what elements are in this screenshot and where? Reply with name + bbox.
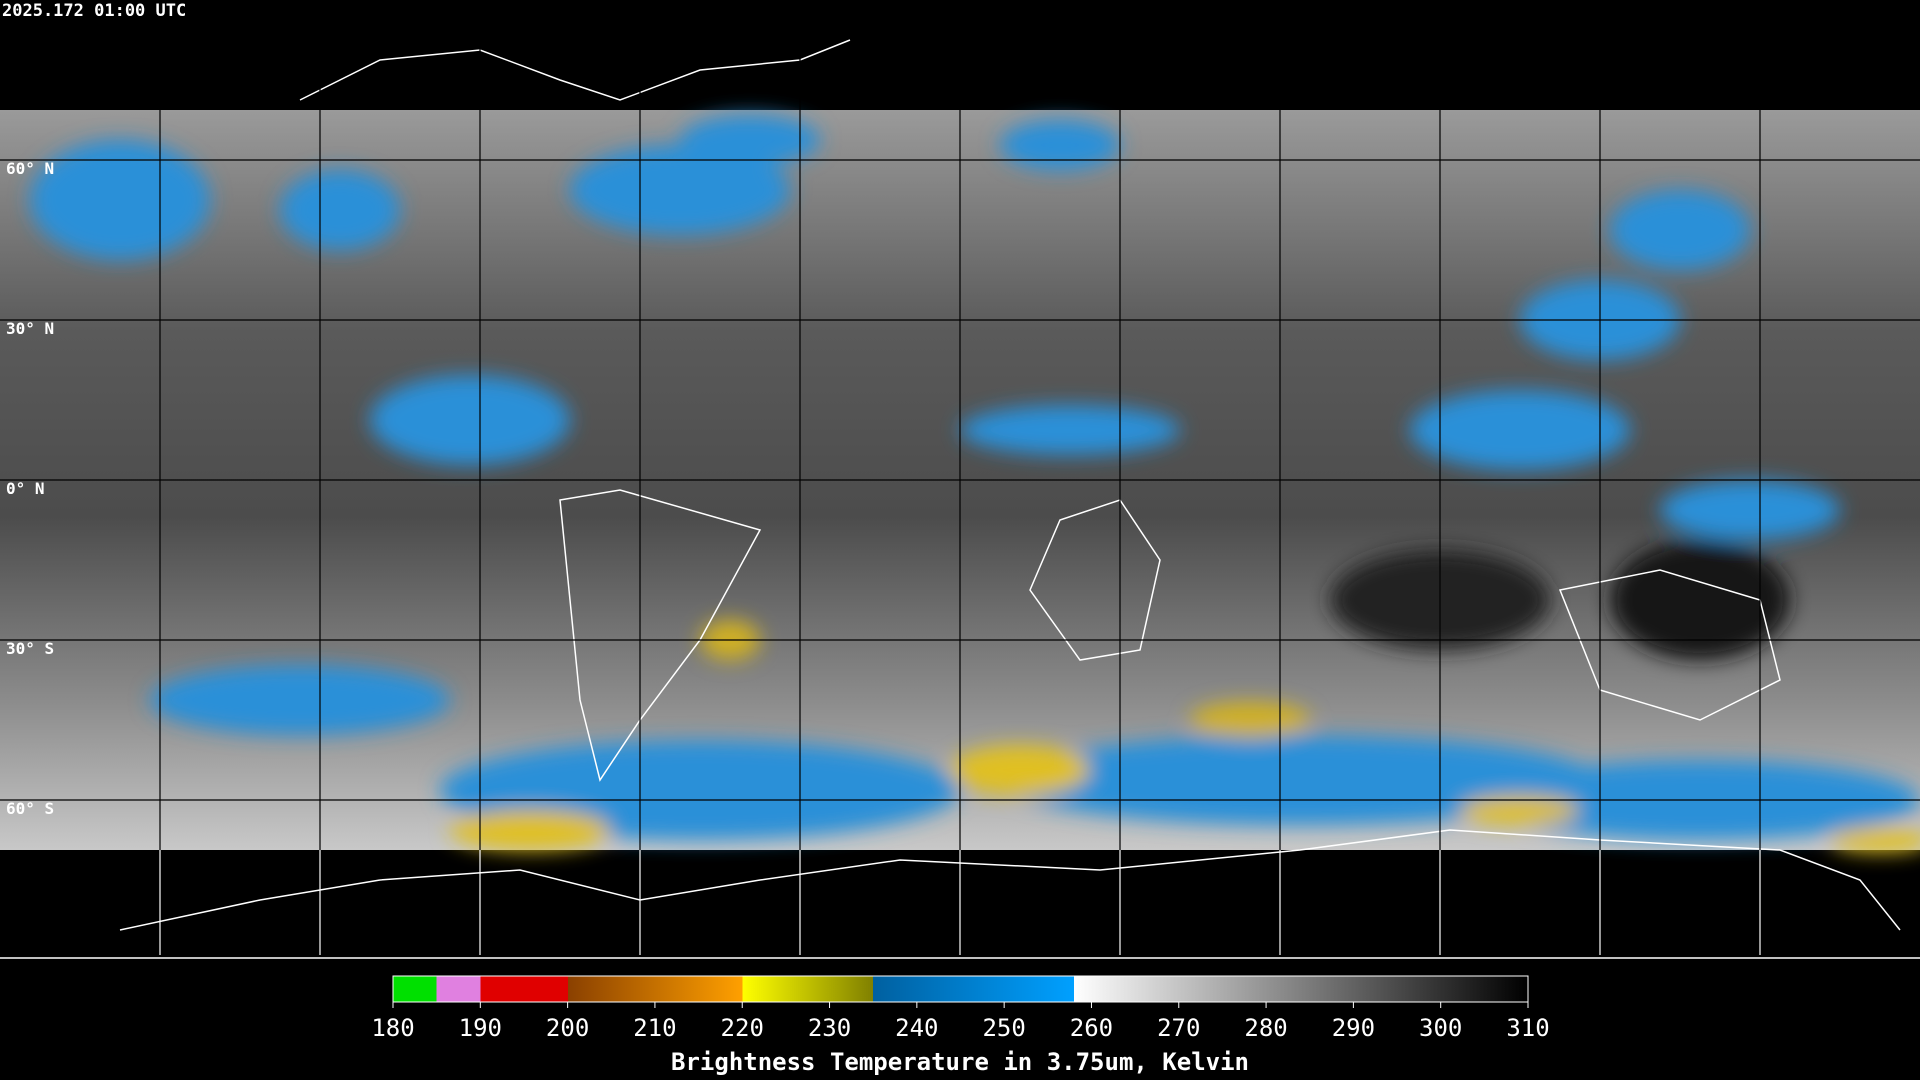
cloud-field (30, 115, 1920, 852)
colorbar-tick-label: 200 (546, 1014, 589, 1042)
latitude-label: 60° N (6, 159, 54, 178)
latitude-label: 60° S (6, 799, 54, 818)
colorbar (392, 975, 1529, 1003)
colorbar-tick-label: 310 (1506, 1014, 1549, 1042)
colorbar-tick-label: 240 (895, 1014, 938, 1042)
graticule-lower (159, 850, 1761, 955)
colorbar-tick-label: 180 (371, 1014, 414, 1042)
colorbar-tick-label: 220 (721, 1014, 764, 1042)
colorbar-tick-label: 190 (459, 1014, 502, 1042)
timestamp: 2025.172 01:00 UTC (2, 1, 186, 21)
colorbar-tick-label: 210 (633, 1014, 676, 1042)
colorbar-tick-label: 250 (982, 1014, 1025, 1042)
colorbar-tick-label: 270 (1157, 1014, 1200, 1042)
latitude-labels: 60° N 30° N 0° N 30° S 60° S (6, 159, 54, 818)
colorbar-ticks: 180 190 200 210 220 230 240 250 260 270 280 290 300 3… (371, 1002, 1550, 1042)
colorbar-tick-label: 300 (1419, 1014, 1462, 1042)
colorbar-tick-label: 260 (1070, 1014, 1113, 1042)
colorbar-tick-label: 290 (1332, 1014, 1375, 1042)
coastlines (119, 39, 1901, 931)
colorbar-tick-label: 280 (1244, 1014, 1287, 1042)
latitude-label: 30° S (6, 639, 54, 658)
latitude-label: 30° N (6, 319, 54, 338)
colorbar-tick-label: 230 (808, 1014, 851, 1042)
latitude-label: 0° N (6, 479, 45, 498)
graticule (0, 0, 1920, 850)
colorbar-label: Brightness Temperature in 3.75um, Kelvin (671, 1048, 1249, 1076)
